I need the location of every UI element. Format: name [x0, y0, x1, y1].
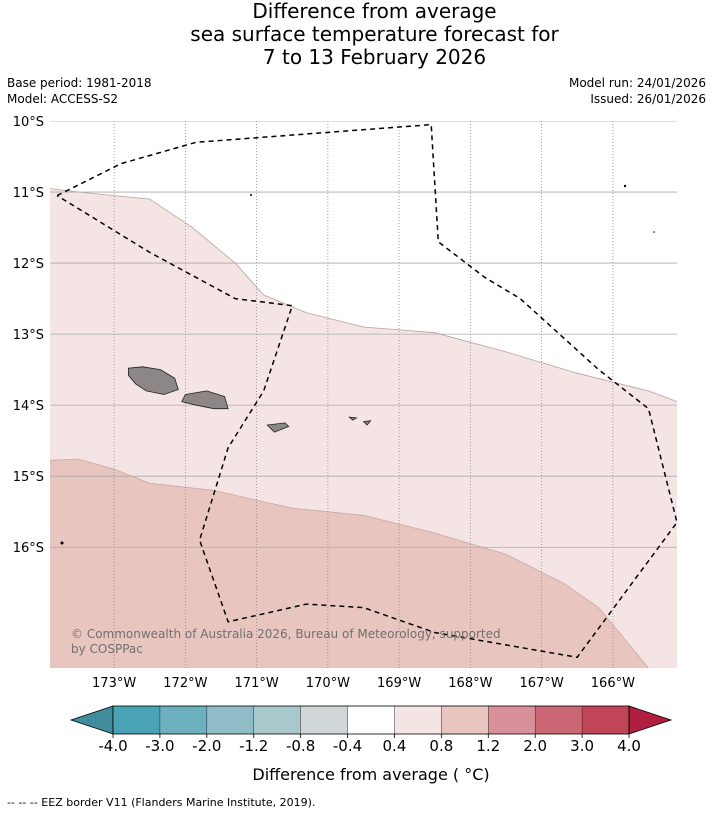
y-tick-label: 14°S [13, 399, 44, 414]
model-name: Model: ACCESS-S2 [7, 92, 119, 106]
y-tick-label: 15°S [13, 470, 44, 485]
x-tick-label: 172°W [163, 676, 207, 691]
issued-date: Issued: 26/01/2026 [590, 92, 706, 106]
colorbar-tick-label: 0.4 [383, 737, 407, 755]
y-tick-label: 10°S [13, 115, 44, 130]
x-tick-label: 166°W [591, 676, 635, 691]
meta-right: Model run: 24/01/2026 Issued: 26/01/2026 [569, 75, 706, 107]
colorbar-tick-label: -0.4 [333, 737, 362, 755]
x-tick-label: 173°W [92, 676, 136, 691]
colorbar-tick-label: 3.0 [570, 737, 594, 755]
colorbar-segment [113, 706, 160, 734]
island-dot [623, 184, 627, 188]
colorbar-segment [582, 706, 629, 734]
x-tick-label: 168°W [448, 676, 492, 691]
colorbar-tick-label: 1.2 [476, 737, 500, 755]
colorbar-tick-label: -3.0 [145, 737, 174, 755]
colorbar-segment [394, 706, 442, 734]
y-tick-label: 13°S [13, 328, 44, 343]
colorbar-segment [535, 706, 583, 734]
y-tick-label: 16°S [13, 541, 44, 556]
y-tick-label: 11°S [13, 186, 44, 201]
colorbar-tick-label: -0.8 [286, 737, 315, 755]
land-polygon [266, 422, 290, 433]
colorbar-tick-label: 2.0 [523, 737, 547, 755]
colorbar-segment [159, 706, 207, 734]
colorbar-extend-low [69, 705, 114, 735]
title-line-1: Difference from average [252, 0, 497, 23]
land-polygon [128, 366, 179, 395]
anomaly-region-0.8-1.2 [50, 459, 649, 668]
minor-islands [60, 184, 655, 545]
copyright-line-2: by COSPPac [71, 642, 143, 656]
colorbar-tick-label: -4.0 [98, 737, 127, 755]
colorbar: -4.0 -3.0 -2.0 -1.2 -0.8 -0.4 0.4 0.8 1.2 2.0 3.0 4… [69, 705, 673, 755]
colorbar-segment [488, 706, 536, 734]
x-tick-label: 167°W [520, 676, 564, 691]
colorbar-segment [253, 706, 301, 734]
island-dot [653, 231, 655, 233]
title-line-2: sea surface temperature forecast for [190, 22, 559, 46]
colorbar-extend-high [628, 705, 673, 735]
eez-border [56, 123, 677, 659]
colorbar-segment [206, 706, 254, 734]
colorbar-segment [441, 706, 489, 734]
x-tick-label: 171°W [235, 676, 279, 691]
land-polygon [362, 420, 372, 426]
title-line-3: 7 to 13 February 2026 [262, 45, 487, 69]
colorbar-outline [112, 705, 630, 735]
meta-left: Base period: 1981-2018 Model: ACCESS-S2 [7, 75, 152, 107]
colorbar-segment [300, 706, 348, 734]
land-polygon [348, 416, 358, 421]
colorbar-tick-label: 4.0 [617, 737, 641, 755]
island-dot [60, 541, 64, 545]
contour-line-0.4 [50, 188, 677, 402]
colorbar-label: Difference from average ( °C) [252, 765, 489, 784]
chart-title: Difference from average sea surface temp… [0, 0, 713, 69]
colorbar-segment [347, 706, 395, 734]
model-run: Model run: 24/01/2026 [568, 76, 706, 90]
colorbar-tick-label: 0.8 [429, 737, 453, 755]
eez-footnote: -- -- -- EEZ border V11 (Flanders Marine… [7, 796, 316, 809]
copyright-line-1: © Commonwealth of Australia 2026, Bureau… [71, 627, 501, 641]
base-period: Base period: 1981-2018 [7, 76, 152, 90]
x-tick-label: 169°W [377, 676, 421, 691]
colorbar-tick-label: -2.0 [192, 737, 221, 755]
colorbar-tick-label: -1.2 [239, 737, 268, 755]
island-dot [250, 194, 252, 196]
land-polygon [181, 390, 229, 410]
y-tick-label: 12°S [13, 257, 44, 272]
x-tick-label: 170°W [306, 676, 350, 691]
